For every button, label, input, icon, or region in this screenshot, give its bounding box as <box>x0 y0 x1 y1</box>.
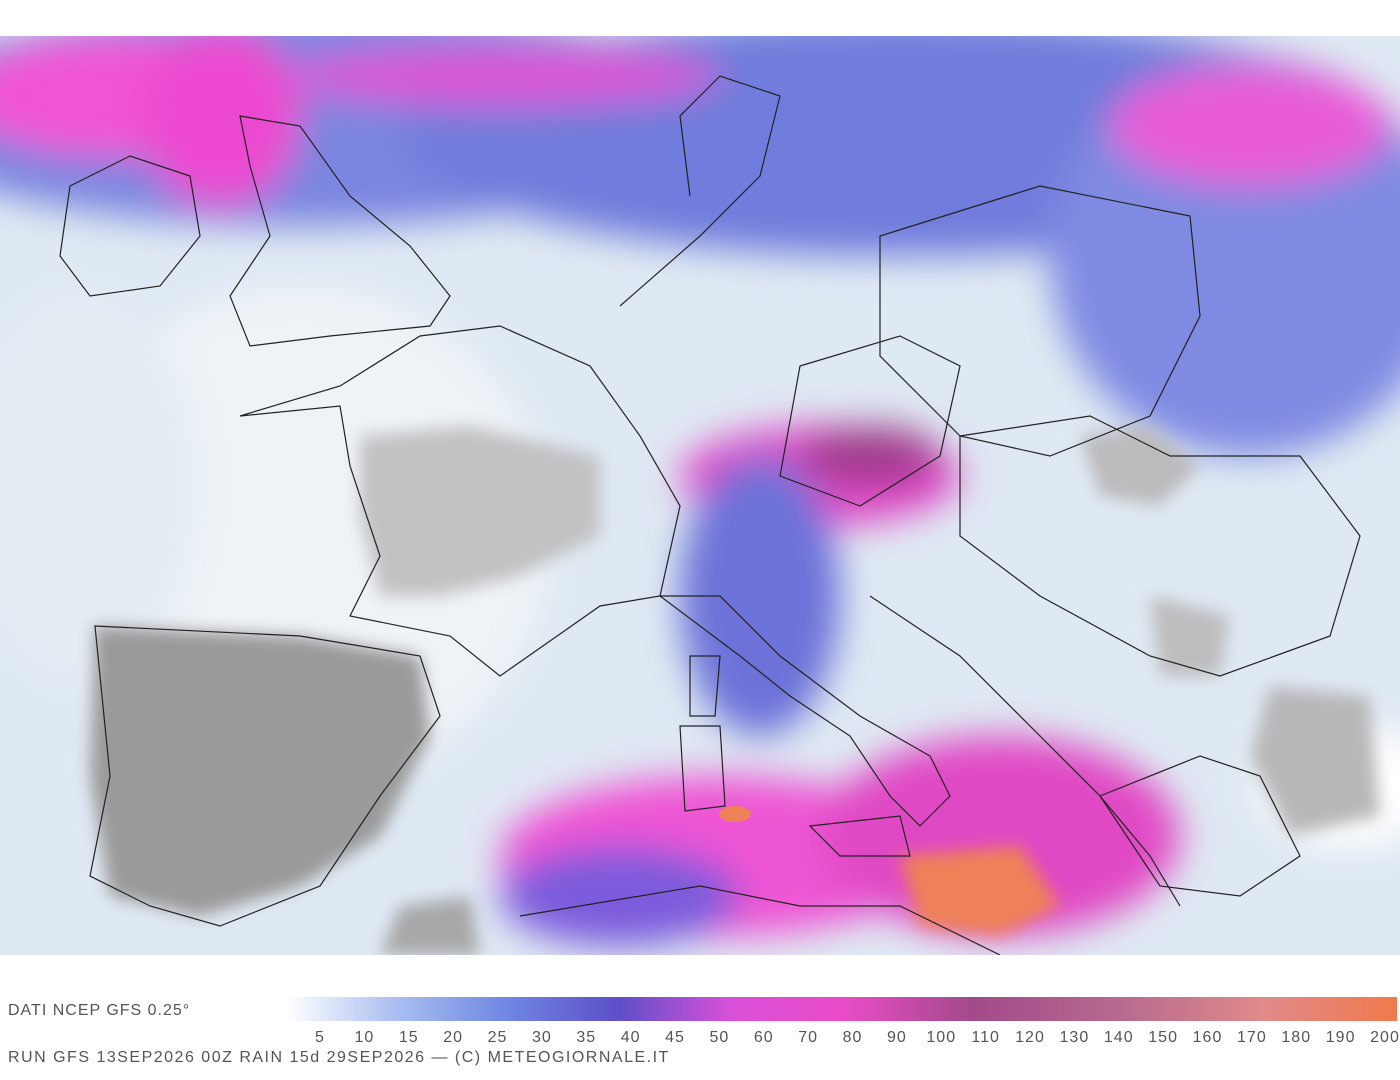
colorbar-label: 45 <box>665 1029 685 1046</box>
rain-field <box>0 36 1400 946</box>
colorbar-label: 160 <box>1193 1029 1223 1046</box>
colorbar-label: 50 <box>709 1029 729 1046</box>
heavy-rain <box>719 806 751 822</box>
colorbar-label: 120 <box>1015 1029 1045 1046</box>
colorbar-label: 60 <box>754 1029 774 1046</box>
colorbar-label: 10 <box>354 1029 374 1046</box>
source-label: DATI NCEP GFS 0.25° <box>8 1002 190 1019</box>
dry-land <box>90 426 1380 955</box>
colorbar-label: 150 <box>1148 1029 1178 1046</box>
colorbar-label: 180 <box>1281 1029 1311 1046</box>
colorbar-label: 25 <box>488 1029 508 1046</box>
colorbar-label: 190 <box>1326 1029 1356 1046</box>
colorbar-label: 40 <box>621 1029 641 1046</box>
colorbar-label: 170 <box>1237 1029 1267 1046</box>
run-info: RUN GFS 13SEP2026 00Z RAIN 15d 29SEP2026… <box>8 1049 670 1066</box>
colorbar-label: 70 <box>798 1029 818 1046</box>
colorbar-label: 90 <box>887 1029 907 1046</box>
colorbar-label: 110 <box>971 1029 1000 1046</box>
colorbar-label: 140 <box>1104 1029 1134 1046</box>
colorbar-label: 100 <box>926 1029 956 1046</box>
colorbar-label: 30 <box>532 1029 552 1046</box>
colorbar-label: 35 <box>576 1029 596 1046</box>
colorbar-label: 80 <box>843 1029 863 1046</box>
colorbar <box>285 997 1397 1021</box>
colorbar-label: 5 <box>315 1029 325 1046</box>
precipitation-map <box>0 36 1400 955</box>
colorbar-label: 20 <box>443 1029 463 1046</box>
coastlines <box>59 75 1361 955</box>
colorbar-label: 130 <box>1060 1029 1090 1046</box>
legend: DATI NCEP GFS 0.25° 5 10 15 20 25 30 35 40 45 50 6… <box>8 997 1400 1046</box>
colorbar-label: 200 <box>1370 1029 1400 1046</box>
colorbar-label: 15 <box>399 1029 419 1046</box>
heavy-rain <box>900 846 1060 936</box>
